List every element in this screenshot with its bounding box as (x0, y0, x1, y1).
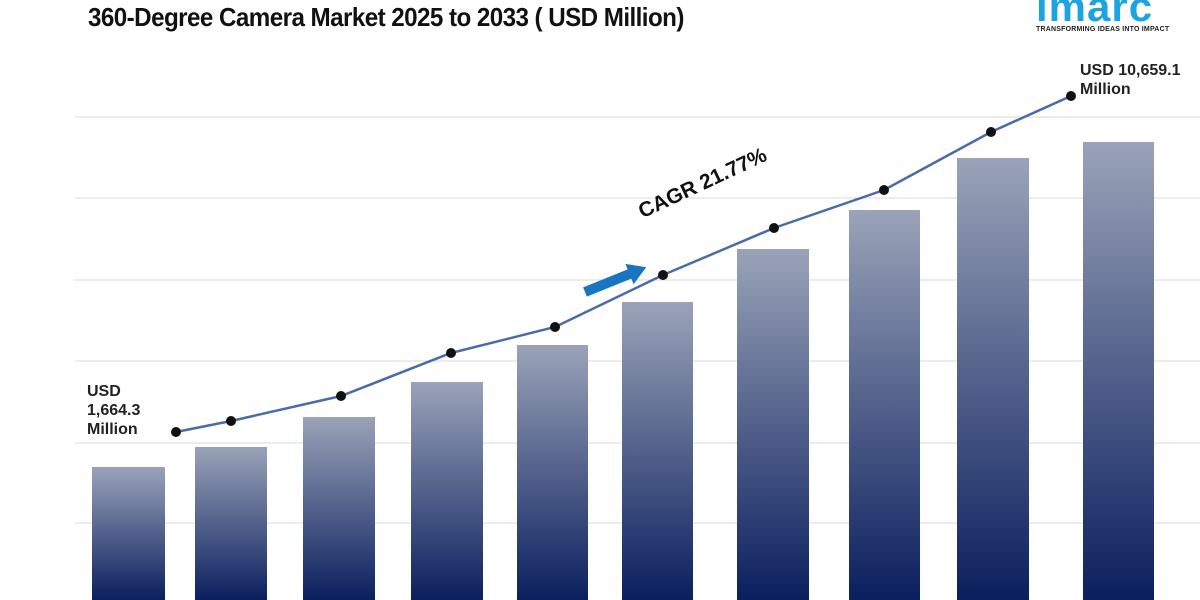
end-label-line1: USD 10,659.1 (1080, 62, 1181, 79)
logo-wordmark: imarc (1036, 0, 1154, 30)
imarc-logo: imarc TRANSFORMING IDEAS INTO IMPACT (1036, 0, 1186, 33)
start-label-line1: USD (87, 383, 121, 400)
bars (92, 142, 1154, 600)
trend-markers (171, 91, 1076, 437)
end-label-line2: Million (1080, 81, 1131, 98)
logo-tagline: TRANSFORMING IDEAS INTO IMPACT (1036, 26, 1170, 33)
chart-title: 360-Degree Camera Market 2025 to 2033 ( … (88, 2, 684, 32)
end-value-label: USD 10,659.1 Million (1080, 61, 1181, 99)
bar-2030 (622, 302, 693, 600)
bar-2029 (517, 345, 588, 600)
bar-2025 (92, 467, 165, 600)
bar-2028 (411, 382, 483, 600)
trend-line (175, 94, 1072, 434)
bar-2031 (737, 249, 809, 600)
cagr-arrow-icon (583, 263, 647, 297)
bar-2027 (303, 417, 375, 600)
bar-2033 (957, 158, 1029, 600)
start-value-label: USD 1,664.3 Million (87, 382, 140, 439)
start-label-line3: Million (87, 421, 138, 438)
start-label-line2: 1,664.3 (87, 402, 141, 419)
bar-2032 (849, 210, 920, 600)
bar-2026 (195, 447, 267, 600)
bar-final (1083, 142, 1154, 600)
